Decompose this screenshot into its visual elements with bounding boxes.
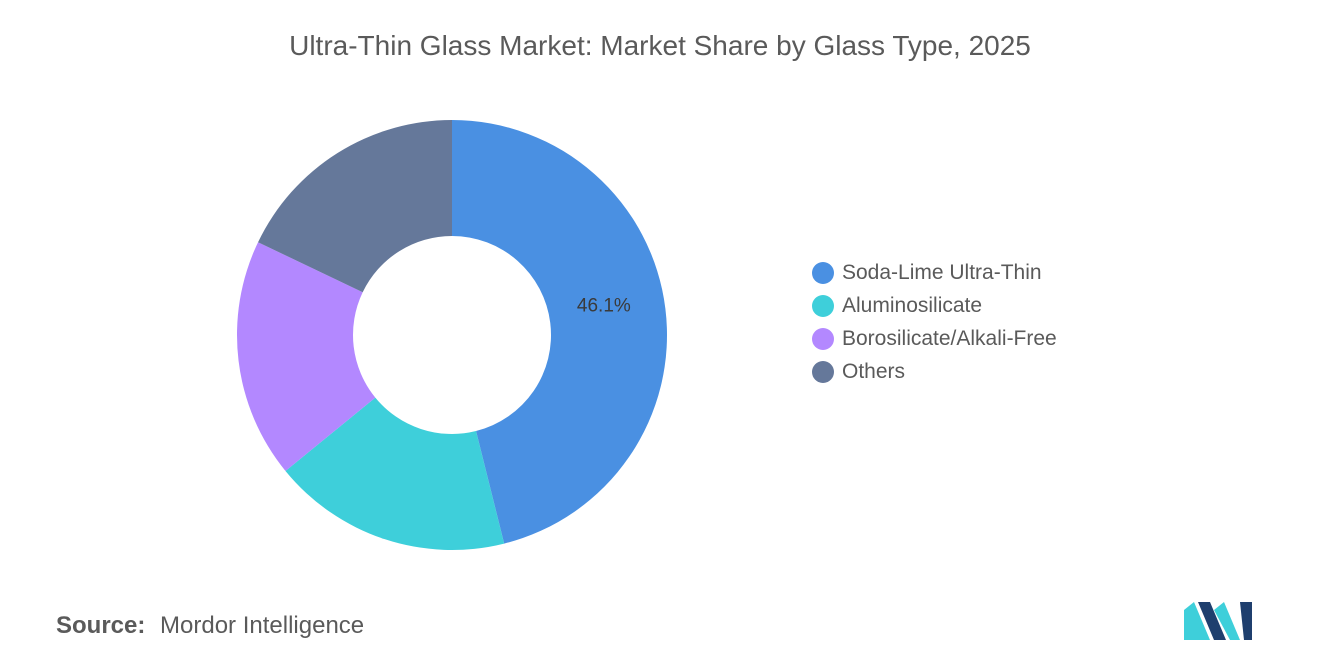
donut-slice-borosilicate-alkali-free[interactable] xyxy=(236,242,376,472)
legend-item-soda-lime[interactable]: Soda-Lime Ultra-Thin xyxy=(812,256,1057,289)
donut-slice-aluminosilicate[interactable] xyxy=(285,397,505,550)
legend-item-others[interactable]: Others xyxy=(812,355,1057,388)
legend-item-borosilicate[interactable]: Borosilicate/Alkali-Free xyxy=(812,322,1057,355)
data-label-soda-lime-ultra-thin: 46.1% xyxy=(577,295,631,316)
source-label: Source: xyxy=(56,612,146,639)
donut-slice-soda-lime-ultra-thin[interactable] xyxy=(452,120,667,544)
chart-legend: Soda-Lime Ultra-Thin Aluminosilicate Bor… xyxy=(812,256,1057,388)
mordor-intelligence-logo-icon xyxy=(1184,602,1252,640)
legend-label: Others xyxy=(842,359,906,383)
donut-slice-others[interactable] xyxy=(258,120,452,293)
source-note: Source: Mordor Intelligence xyxy=(56,612,364,640)
legend-label: Aluminosilicate xyxy=(842,293,983,317)
source-value: Mordor Intelligence xyxy=(160,612,365,639)
legend-swatch-icon xyxy=(812,261,834,284)
chart-title: Ultra-Thin Glass Market: Market Share by… xyxy=(289,30,1031,61)
legend-label: Soda-Lime Ultra-Thin xyxy=(842,260,1042,284)
legend-swatch-icon xyxy=(812,360,834,383)
legend-item-aluminosilicate[interactable]: Aluminosilicate xyxy=(812,289,1057,322)
legend-swatch-icon xyxy=(812,294,834,317)
legend-swatch-icon xyxy=(812,327,834,350)
legend-label: Borosilicate/Alkali-Free xyxy=(842,326,1057,350)
